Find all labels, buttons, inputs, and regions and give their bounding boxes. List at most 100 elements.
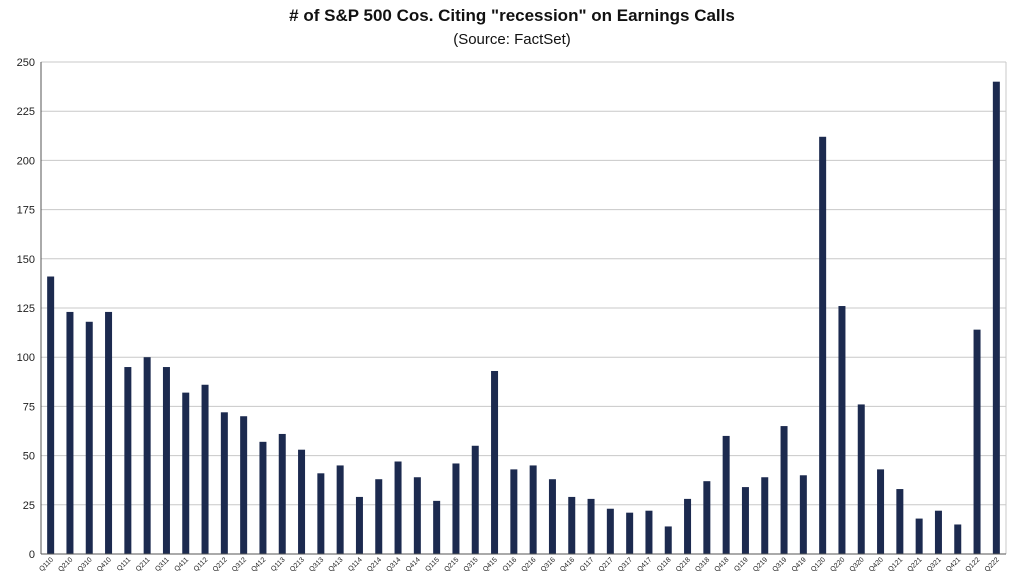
bar [201, 384, 209, 554]
x-tick-label: Q219 [752, 556, 769, 573]
bar [336, 465, 344, 554]
x-tick-label: Q115 [424, 556, 441, 573]
bar [66, 311, 74, 554]
bar [992, 81, 1000, 555]
bar [877, 469, 885, 554]
bar [452, 463, 460, 554]
bar [838, 306, 846, 554]
x-tick-label: Q414 [405, 556, 422, 573]
y-tick-label: 0 [29, 549, 35, 561]
y-tick-label: 125 [17, 303, 35, 315]
bar [857, 404, 865, 554]
bar [973, 329, 981, 554]
y-tick-label: 25 [23, 500, 35, 512]
x-tick-label: Q412 [250, 556, 267, 573]
bar [259, 441, 267, 554]
y-tick-label: 100 [17, 352, 35, 364]
x-tick-label: Q116 [502, 556, 519, 573]
y-tick-label: 50 [23, 451, 35, 463]
bar [394, 461, 402, 554]
x-tick-label: Q117 [579, 556, 596, 573]
x-tick-label: Q215 [443, 556, 460, 573]
x-tick-label: Q111 [116, 556, 132, 572]
bar [298, 449, 306, 554]
y-tick-label: 150 [17, 254, 35, 266]
x-tick-label: Q212 [212, 556, 229, 573]
x-tick-label: Q122 [964, 556, 981, 573]
x-axis: Q110 Q210 Q310 Q410 Q111 Q211 Q311 Q411 Q112 Q212… [38, 553, 1006, 574]
bar [741, 487, 749, 554]
x-tick-label: Q114 [347, 556, 364, 573]
bar [220, 412, 228, 554]
x-tick-label: Q320 [849, 556, 866, 573]
x-tick-label: Q213 [289, 556, 306, 573]
bar [606, 508, 614, 554]
x-tick-label: Q217 [598, 556, 615, 573]
bar [587, 498, 595, 554]
bar [664, 526, 672, 554]
y-tick-label: 250 [17, 57, 35, 69]
x-tick-label: Q310 [77, 556, 94, 573]
chart-subtitle: (Source: FactSet) [453, 31, 571, 48]
bar [568, 496, 576, 554]
bar [124, 367, 132, 554]
x-tick-label: Q321 [926, 556, 943, 573]
bar [278, 433, 286, 554]
x-tick-label: Q222 [984, 556, 1001, 573]
bar [491, 370, 499, 554]
x-tick-label: Q418 [714, 556, 731, 573]
bar [819, 136, 827, 554]
x-tick-label: Q420 [868, 556, 885, 573]
x-tick-label: Q110 [38, 556, 55, 573]
x-tick-label: Q317 [617, 556, 634, 573]
bar [182, 392, 190, 554]
x-tick-label: Q214 [366, 556, 383, 573]
x-tick-label: Q112 [193, 556, 210, 573]
bar [626, 512, 634, 554]
bar [240, 416, 248, 554]
bar [780, 426, 788, 554]
x-tick-label: Q314 [385, 556, 402, 573]
bar [722, 435, 730, 554]
x-tick-label: Q220 [829, 556, 846, 573]
y-axis: 0 25 50 75 100 125 150 175 200 225 250 [17, 57, 42, 561]
x-tick-label: Q315 [463, 556, 480, 573]
y-tick-label: 75 [23, 401, 35, 413]
x-tick-label: Q216 [521, 556, 538, 573]
x-tick-label: Q119 [733, 556, 750, 573]
bar [954, 524, 962, 554]
x-tick-label: Q415 [482, 556, 499, 573]
bar [375, 479, 383, 554]
bar [317, 473, 325, 554]
bar [143, 357, 151, 554]
x-tick-label: Q319 [771, 556, 788, 573]
bar [761, 477, 769, 554]
x-tick-label: Q121 [887, 556, 904, 573]
x-tick-label: Q421 [945, 556, 962, 573]
bar [162, 367, 170, 554]
x-tick-label: Q411 [173, 556, 190, 573]
bar [799, 475, 807, 554]
x-tick-label: Q113 [270, 556, 287, 573]
x-tick-label: Q419 [791, 556, 808, 573]
x-tick-label: Q416 [559, 556, 576, 573]
x-tick-label: Q118 [656, 556, 673, 573]
x-tick-label: Q211 [135, 556, 152, 573]
x-tick-label: Q410 [96, 556, 113, 573]
bars [47, 81, 1000, 555]
bar [703, 481, 711, 554]
x-tick-label: Q313 [308, 556, 325, 573]
bar [548, 479, 556, 554]
x-tick-label: Q120 [810, 556, 827, 573]
bar [645, 510, 653, 554]
bar [85, 321, 93, 554]
bar [471, 445, 479, 554]
bar [896, 489, 904, 554]
bar [510, 469, 518, 554]
x-tick-label: Q316 [540, 556, 557, 573]
bar [105, 311, 113, 554]
x-tick-label: Q210 [57, 556, 74, 573]
bar [684, 498, 692, 554]
bar [529, 465, 537, 554]
